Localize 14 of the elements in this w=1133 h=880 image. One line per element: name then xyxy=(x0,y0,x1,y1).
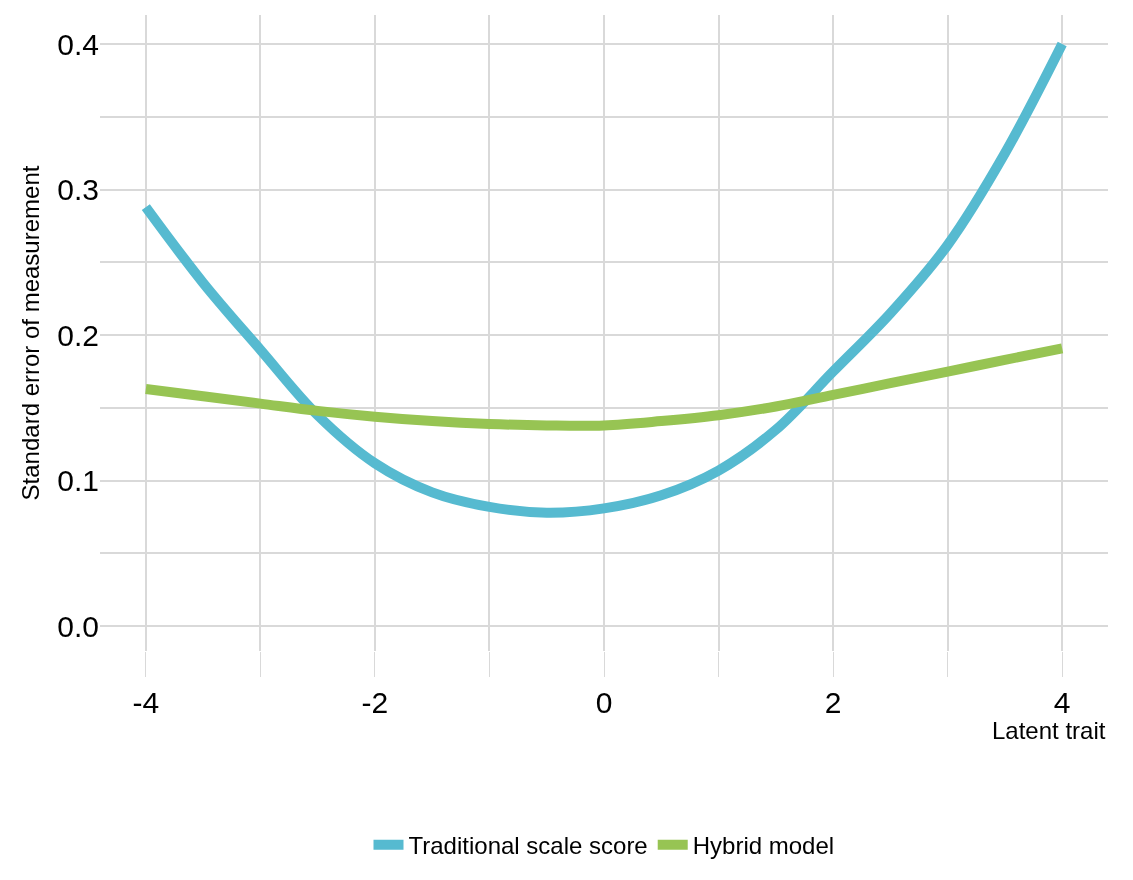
x-tick-label: 4 xyxy=(1053,686,1071,719)
y-tick-label: 0.4 xyxy=(57,27,99,61)
y-axis-title: Standard error of measurement xyxy=(17,165,45,501)
y-tick-label: 0.3 xyxy=(57,173,99,207)
y-tick-label: 0.0 xyxy=(57,609,99,643)
legend-label: Hybrid model xyxy=(692,832,835,860)
y-tick-label: 0.2 xyxy=(57,318,99,352)
x-axis-title: Latent trait xyxy=(992,717,1106,744)
x-tick-label: 2 xyxy=(824,686,842,719)
x-tick-label: -2 xyxy=(361,686,389,719)
x-tick-label: 0 xyxy=(595,686,613,719)
x-tick-label: -4 xyxy=(132,686,160,719)
legend-label: Traditional scale score xyxy=(408,832,648,860)
y-tick-label: 0.1 xyxy=(57,464,99,498)
